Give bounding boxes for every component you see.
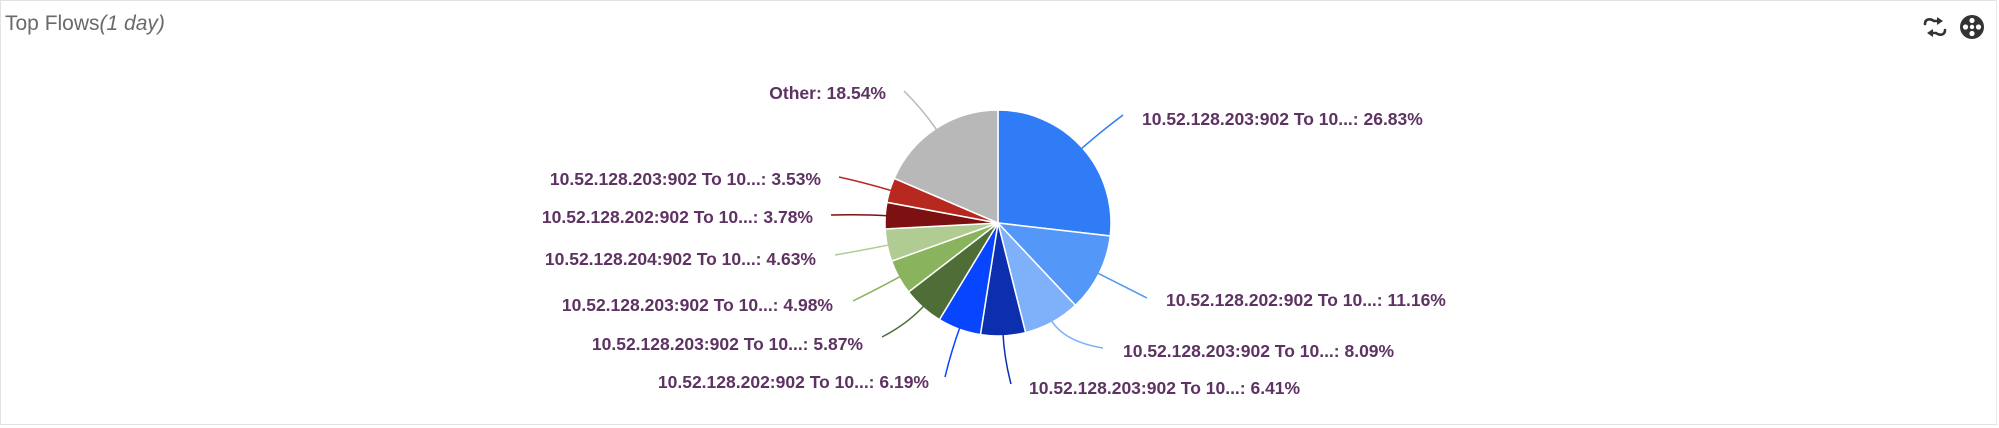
pie-connector: [903, 90, 939, 133]
pie-wedges: [884, 109, 1112, 337]
pie-connector: [838, 176, 894, 193]
pie-slice[interactable]: [997, 109, 1112, 237]
pie-label: 10.52.128.202:902 To 10...: 6.19%: [658, 372, 930, 392]
pie-label: 10.52.128.203:902 To 10...: 8.09%: [1123, 341, 1395, 361]
pie-connectors: [830, 90, 1148, 385]
pie-label: 10.52.128.203:902 To 10...: 3.53%: [550, 169, 822, 189]
pie-label: 10.52.128.203:902 To 10...: 26.83%: [1142, 109, 1423, 129]
pie-label: 10.52.128.204:902 To 10...: 4.63%: [545, 249, 817, 269]
pie-label: 10.52.128.202:902 To 10...: 3.78%: [542, 207, 814, 227]
settings-icon[interactable]: [1958, 13, 1986, 41]
pie-connector: [830, 214, 890, 217]
pie-connector: [881, 303, 926, 338]
pie-label: 10.52.128.203:902 To 10...: 5.87%: [592, 334, 864, 354]
pie-connector: [1095, 271, 1148, 299]
pie-label: 10.52.128.203:902 To 10...: 4.98%: [562, 295, 834, 315]
panel-title-text: Top Flows: [5, 12, 100, 35]
pie-connector: [944, 325, 962, 378]
pie-connector: [852, 274, 903, 302]
pie-label: Other: 18.54%: [769, 83, 886, 103]
pie-connector: [1049, 318, 1104, 349]
swap-icon[interactable]: [1921, 13, 1949, 41]
pie-connector: [1002, 331, 1012, 385]
pie-label: 10.52.128.203:902 To 10...: 6.41%: [1029, 378, 1301, 398]
pie-connector: [834, 243, 892, 256]
pie-labels: 10.52.128.203:902 To 10...: 26.83% 10.52.…: [542, 83, 1446, 398]
pie-label: 10.52.128.202:902 To 10...: 11.16%: [1166, 290, 1446, 310]
panel-title-range: (1 day): [99, 12, 165, 35]
pie-connector: [1078, 114, 1124, 152]
panel-title: Top Flows(1 day): [5, 12, 165, 36]
